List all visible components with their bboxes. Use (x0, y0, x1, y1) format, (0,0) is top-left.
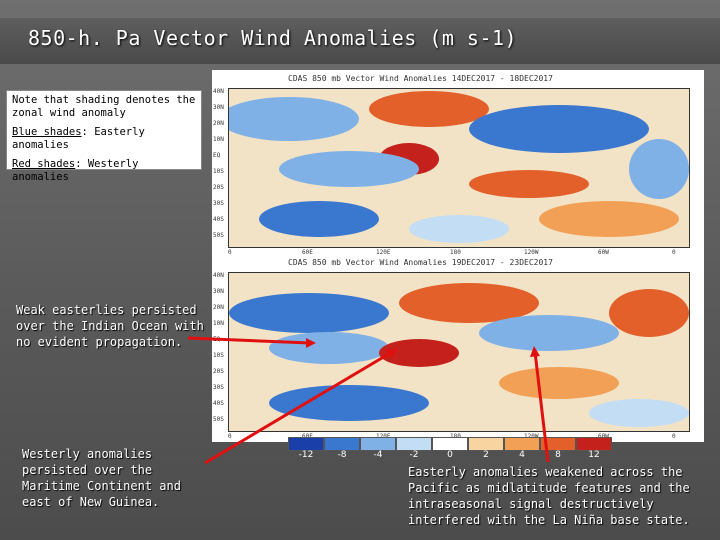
map-bottom-lat-label: 50S (213, 416, 224, 423)
annotation-pacific: Easterly anomalies weakened across the P… (408, 465, 690, 527)
note-line-1: Note that shading denotes the (12, 94, 196, 106)
map-bottom-lon-label: 120W (524, 433, 538, 440)
colorbar-swatch (288, 437, 324, 451)
map-top-lat-label: 30S (213, 200, 224, 207)
map-top-lat-label: 10N (213, 136, 224, 143)
colorbar: -12 -8 -4 -2 0 2 4 8 12 (288, 437, 624, 460)
note-blue: Blue shades: Easterly anomalies (12, 126, 196, 152)
colorbar-label: 12 (588, 450, 600, 460)
colorbar-label: -2 (409, 450, 419, 460)
map-top-lon-label: 0 (672, 249, 676, 256)
red-label: Red shades (12, 158, 76, 170)
map-bottom-lon-label: 0 (228, 433, 232, 440)
map-bottom-lat-label: 40S (213, 400, 224, 407)
annotation-maritime-continent: Westerly anomalies persisted over the Ma… (22, 447, 181, 509)
map-top-lon-label: 120E (376, 249, 391, 256)
map-top-shading (229, 89, 689, 247)
map-top-field (228, 88, 690, 248)
colorbar-swatch (324, 437, 360, 451)
colorbar-label: 0 (447, 450, 453, 460)
map-bottom-lon-label: 60E (302, 433, 313, 440)
colorbar-swatch (540, 437, 576, 451)
colorbar-swatch (576, 437, 612, 451)
colorbar-swatch (504, 437, 540, 451)
arrow-indian (187, 336, 311, 345)
map-bottom-lat-label: 30S (213, 384, 224, 391)
colorbar-label: -8 (337, 450, 347, 460)
arrow-indian-head (306, 338, 316, 348)
map-top-lon-label: 0 (228, 249, 232, 256)
colorbar-label: -12 (298, 450, 314, 460)
colorbar-label: -4 (373, 450, 383, 460)
map-bottom-header: CDAS 850 mb Vector Wind Anomalies 19DEC2… (288, 258, 553, 267)
map-bottom-lat-label: 40N (213, 272, 224, 279)
map-top-lat-label: 30N (213, 104, 224, 111)
map-top-lat-label: 20S (213, 184, 224, 191)
map-top-header: CDAS 850 mb Vector Wind Anomalies 14DEC2… (288, 74, 553, 83)
colorbar-label: 2 (483, 450, 489, 460)
map-bottom-lat-label: 10S (213, 352, 224, 359)
map-top-lon-label: 120W (524, 249, 539, 256)
colorbar-label: 8 (555, 450, 561, 460)
wind-anomaly-maps: CDAS 850 mb Vector Wind Anomalies 14DEC2… (212, 70, 704, 442)
arrow-pacific (533, 351, 550, 463)
shading-note: Note that shading denotes the zonal wind… (6, 90, 202, 183)
colorbar-label: 4 (519, 450, 525, 460)
colorbar-swatch (360, 437, 396, 451)
map-top-lat-label: 50S (213, 232, 224, 239)
note-red: Red shades: Westerly anomalies (12, 158, 196, 184)
red-text: : Westerly anomalies (12, 158, 139, 183)
map-bottom-lat-label: 20N (213, 304, 224, 311)
map-bottom-lat-label: 10N (213, 320, 224, 327)
map-bottom-lon-label: 120E (376, 433, 390, 440)
map-top-lat-label: EQ (213, 152, 221, 159)
map-top: CDAS 850 mb Vector Wind Anomalies 14DEC2… (213, 74, 690, 256)
map-top-lat-label: 40N (213, 88, 224, 95)
colorbar-swatch (468, 437, 504, 451)
map-top-lon-label: 60W (598, 249, 609, 256)
map-top-lon-label: 180 (450, 249, 461, 256)
map-bottom-lat-label: 30N (213, 288, 224, 295)
map-top-lat-label: 10S (213, 168, 224, 175)
annotation-indian-ocean: Weak easterlies persisted over the India… (16, 303, 204, 349)
colorbar-swatch (396, 437, 432, 451)
map-top-lat-label: 40S (213, 216, 224, 223)
map-bottom-lon-label: 60W (598, 433, 609, 440)
arrow-pacific-head (530, 346, 540, 357)
map-top-lat-label: 20N (213, 120, 224, 127)
map-bottom-lat-label: 20S (213, 368, 224, 375)
map-bottom-lon-label: 0 (672, 433, 676, 440)
slide-title: 850-h. Pa Vector Wind Anomalies (m s-1) (28, 26, 518, 50)
map-bottom-lon-label: 180 (450, 433, 461, 440)
colorbar-swatch (432, 437, 468, 451)
blue-label: Blue shades (12, 126, 82, 138)
arrow-maritime-head (386, 349, 397, 359)
map-top-lon-label: 60E (302, 249, 313, 256)
blue-text: : Easterly anomalies (12, 126, 145, 151)
note-line-2: zonal wind anomaly (12, 107, 126, 119)
arrow-maritime (204, 350, 393, 465)
title-bar (0, 18, 720, 64)
